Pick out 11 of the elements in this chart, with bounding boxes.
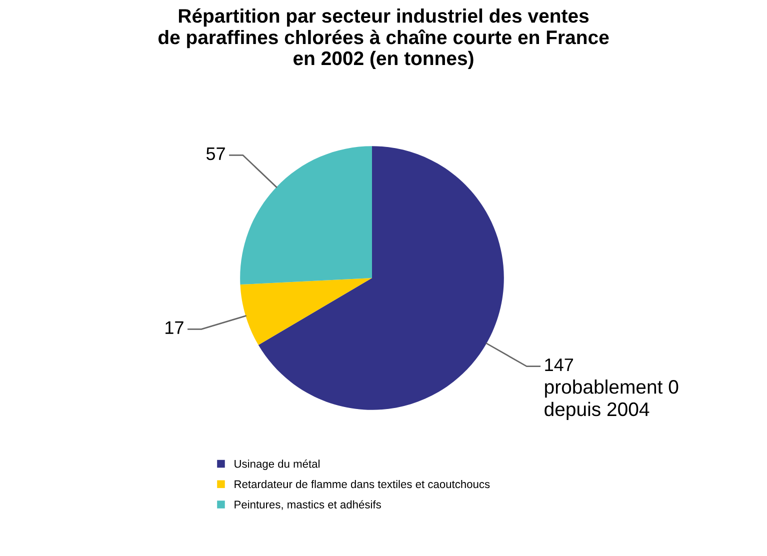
data-label: 17: [166, 321, 184, 334]
data-label: 147: [545, 358, 574, 371]
pie-slice: [258, 146, 504, 410]
legend-label: Retardateur de flamme dans textiles et caoutchoucs: [234, 480, 490, 488]
pie-slice: [240, 146, 372, 285]
pie-slice: [240, 278, 372, 346]
chart-title: Répartition par secteur industriel des ventes de paraffines chlorées à chaîne courte en France en 2002 (en tonnes): [158, 8, 609, 70]
legend-label: Usinage du métal: [234, 460, 320, 470]
text: probablement 0 depuis 2004: [544, 380, 678, 420]
legend-label: Peintures, mastics et adhésifs: [234, 500, 381, 510]
data-label: 57: [206, 147, 225, 160]
